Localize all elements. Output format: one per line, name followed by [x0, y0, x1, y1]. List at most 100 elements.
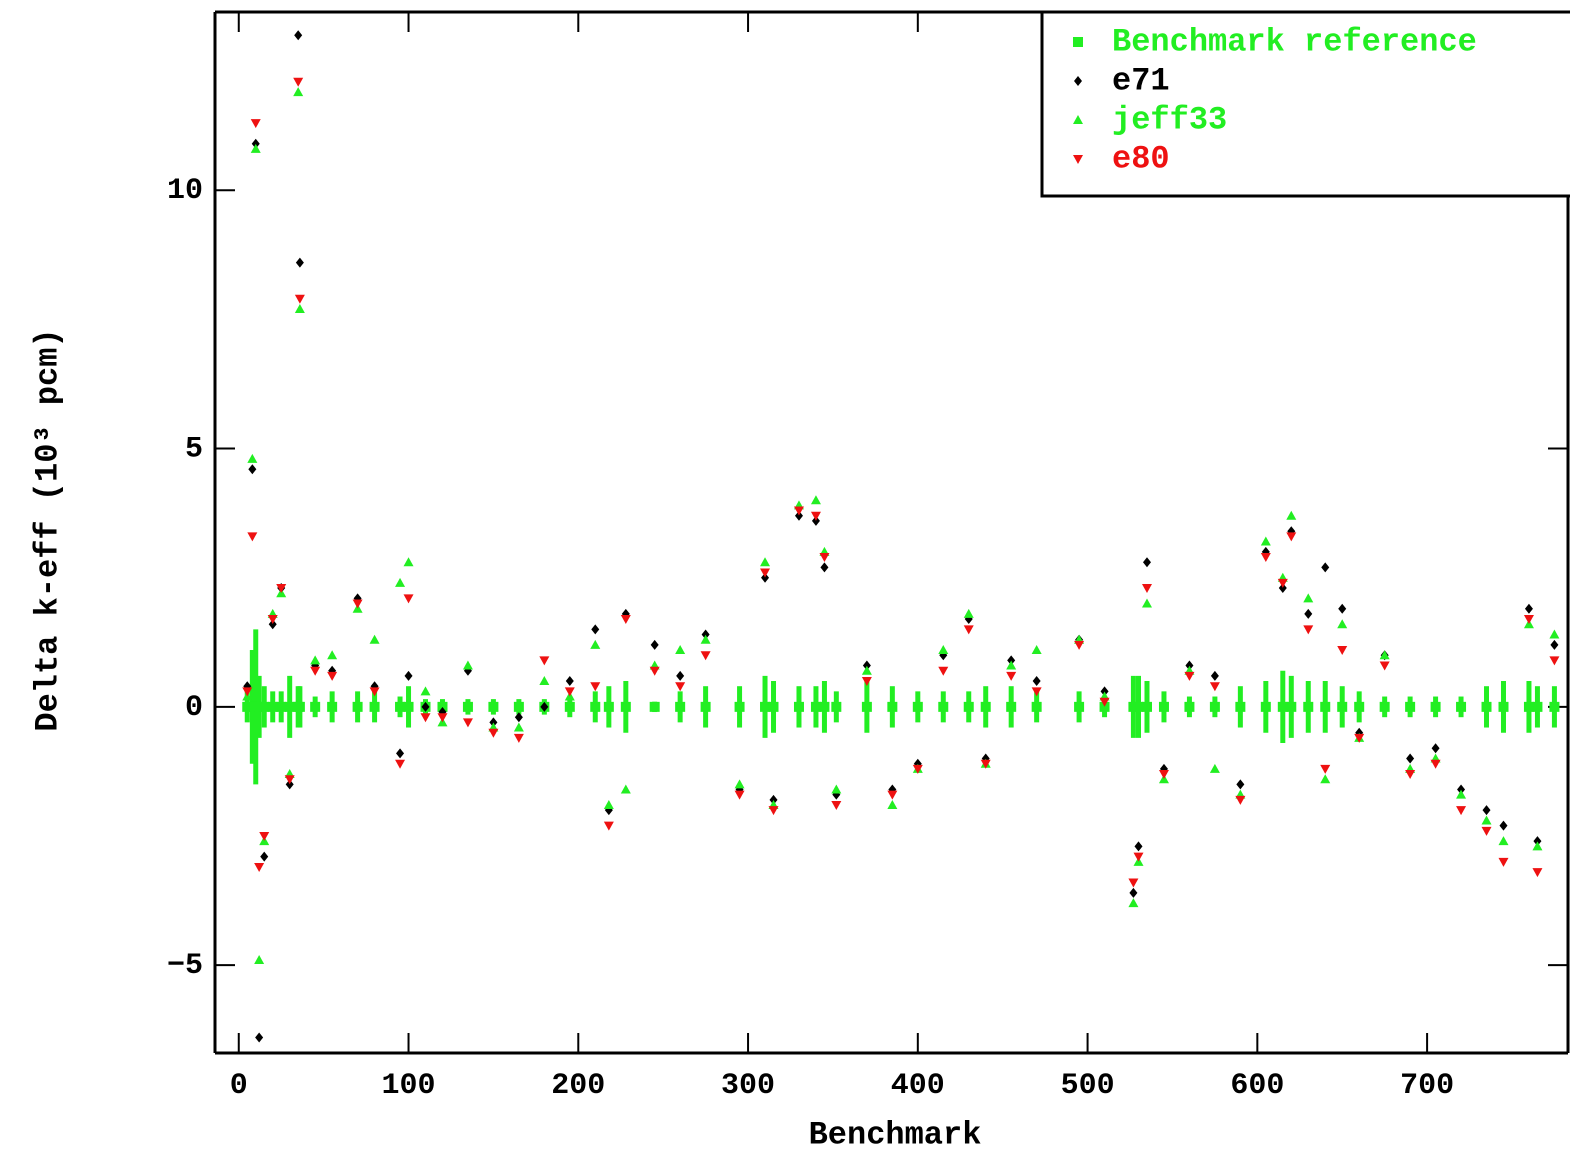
- point: [862, 660, 871, 671]
- point: [1523, 701, 1534, 712]
- point: [1320, 774, 1331, 784]
- y-tick-label: 10: [167, 174, 203, 208]
- point: [819, 701, 830, 712]
- point: [1006, 660, 1017, 670]
- point: [247, 453, 258, 463]
- point: [675, 682, 686, 692]
- point: [810, 495, 821, 505]
- point: [620, 701, 631, 712]
- point: [1481, 701, 1492, 712]
- point: [1141, 598, 1152, 608]
- point: [676, 670, 685, 681]
- point: [1532, 841, 1543, 851]
- point: [247, 532, 258, 542]
- point: [1031, 701, 1042, 712]
- x-tick-label: 200: [551, 1069, 605, 1103]
- point: [769, 794, 778, 805]
- point: [1134, 841, 1143, 852]
- point: [1184, 701, 1195, 712]
- point: [887, 800, 898, 810]
- point: [650, 639, 659, 650]
- point: [395, 701, 406, 712]
- point: [1379, 661, 1390, 671]
- point: [980, 701, 991, 712]
- point: [295, 257, 304, 268]
- point: [404, 670, 413, 681]
- point: [293, 87, 304, 97]
- point: [327, 701, 338, 712]
- point: [1235, 701, 1246, 712]
- point: [768, 701, 779, 712]
- point: [294, 304, 305, 314]
- point: [1277, 701, 1288, 712]
- point: [1431, 743, 1440, 754]
- y-tick-label: −5: [167, 949, 203, 983]
- point: [793, 506, 804, 516]
- point: [1338, 603, 1347, 614]
- point: [1550, 639, 1559, 650]
- point: [254, 955, 265, 965]
- legend-label: e71: [1112, 62, 1170, 99]
- point: [1532, 701, 1543, 712]
- point: [700, 651, 711, 661]
- point: [1303, 701, 1314, 712]
- point: [327, 671, 338, 681]
- point: [396, 748, 405, 759]
- point: [513, 722, 524, 732]
- point: [462, 718, 473, 728]
- point: [1209, 701, 1220, 712]
- x-tick-label: 100: [382, 1069, 436, 1103]
- point: [1549, 656, 1560, 666]
- point: [539, 676, 550, 686]
- point: [938, 666, 949, 676]
- point: [254, 863, 265, 873]
- point: [1210, 670, 1219, 681]
- point: [1235, 795, 1246, 805]
- point: [831, 801, 842, 811]
- legend-marker: [1073, 37, 1083, 47]
- point: [963, 625, 974, 635]
- y-tick-label: 5: [185, 432, 203, 466]
- point: [1133, 701, 1144, 712]
- point: [1337, 619, 1348, 629]
- point: [1549, 629, 1560, 639]
- x-tick-label: 0: [230, 1069, 248, 1103]
- point: [352, 599, 363, 609]
- point: [887, 790, 898, 800]
- point: [938, 645, 949, 655]
- point: [284, 701, 295, 712]
- point: [811, 515, 820, 526]
- point: [768, 806, 779, 816]
- point: [540, 701, 549, 712]
- point: [1099, 697, 1110, 707]
- point: [1277, 578, 1288, 588]
- point: [488, 728, 499, 738]
- point: [603, 701, 614, 712]
- x-tick-label: 700: [1400, 1069, 1454, 1103]
- point: [267, 701, 278, 712]
- point: [1303, 625, 1314, 635]
- point: [242, 687, 253, 697]
- point: [700, 701, 711, 712]
- point: [1236, 779, 1245, 790]
- point: [1498, 857, 1509, 867]
- point: [1129, 887, 1138, 898]
- point: [590, 682, 601, 692]
- point: [1532, 868, 1543, 878]
- point: [1209, 682, 1220, 692]
- point: [403, 701, 414, 712]
- legend-label: Benchmark reference: [1112, 23, 1477, 60]
- point: [1456, 806, 1467, 816]
- point: [1006, 671, 1017, 681]
- point: [761, 572, 770, 583]
- point: [590, 701, 601, 712]
- legend-box: [1040, 10, 1570, 198]
- point: [1032, 676, 1041, 687]
- point: [810, 701, 821, 712]
- point: [980, 759, 991, 769]
- point: [1099, 701, 1110, 712]
- point: [1337, 646, 1348, 656]
- point: [260, 851, 269, 862]
- x-tick-label: 600: [1230, 1069, 1284, 1103]
- point: [1260, 701, 1271, 712]
